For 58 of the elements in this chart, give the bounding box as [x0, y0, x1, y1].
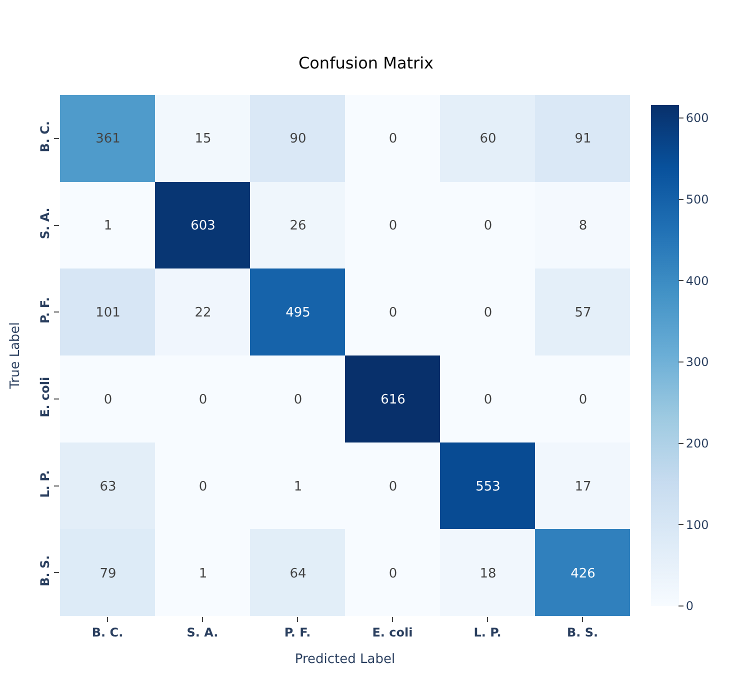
x-axis-title: Predicted Label	[294, 652, 396, 667]
color-bar-label: 200	[686, 436, 709, 451]
color-bar-label: 400	[686, 274, 709, 288]
data-label: 17	[574, 480, 592, 495]
data-label: 0	[104, 392, 112, 408]
data-label: 361	[96, 132, 120, 147]
x-tick-label: B. C.	[92, 625, 124, 640]
data-label: 22	[194, 306, 212, 321]
x-tick-label: B. S.	[566, 625, 598, 640]
data-label: 1	[198, 566, 208, 582]
data-label: 0	[388, 566, 398, 582]
data-label: 0	[388, 132, 398, 147]
data-label: 0	[484, 218, 492, 234]
data-label: 616	[380, 392, 406, 408]
data-label: 64	[290, 566, 306, 582]
data-label: 0	[294, 392, 302, 408]
data-label: 0	[388, 306, 398, 321]
data-label: 90	[290, 132, 306, 147]
data-label: 1	[294, 480, 302, 495]
color-bar-label: 500	[686, 192, 709, 207]
x-tick-label: S. A.	[186, 625, 218, 640]
data-label: 91	[574, 132, 592, 147]
y-tick-label: B. C.	[38, 120, 52, 152]
data-label: 26	[290, 218, 306, 234]
y-tick-label: B. S.	[38, 555, 52, 586]
data-label: 0	[388, 480, 398, 495]
color-bar-label: 300	[686, 355, 709, 370]
data-label: 0	[198, 392, 208, 408]
data-label: 63	[100, 480, 116, 495]
color-bar-label: 600	[686, 111, 709, 126]
data-label: 426	[570, 566, 596, 582]
data-label: 8	[578, 218, 588, 234]
data-label: 495	[286, 306, 310, 321]
color-bar-label: 0	[686, 599, 694, 614]
data-label: 0	[484, 392, 492, 408]
data-label: 15	[194, 132, 212, 147]
x-tick-label: E. coli	[372, 625, 413, 640]
color-bar-label: 100	[686, 518, 709, 532]
y-tick-label: S. A.	[38, 208, 52, 240]
y-tick-label: L. P.	[38, 470, 52, 498]
data-label: 0	[484, 306, 492, 321]
y-tick-label: E. coli	[38, 376, 52, 418]
y-tick-label: P. F.	[38, 297, 52, 324]
chart-title: Confusion Matrix	[298, 54, 434, 73]
x-tick-label: P. F.	[284, 625, 311, 640]
data-label: 79	[100, 566, 116, 582]
x-tick-label: L. P.	[474, 625, 502, 640]
data-label: 0	[388, 218, 398, 234]
y-axis-title: True Label	[8, 322, 24, 390]
data-label: 0	[578, 392, 588, 408]
data-label: 603	[190, 218, 216, 234]
data-label: 57	[574, 306, 592, 321]
data-label: 553	[476, 480, 500, 495]
data-label: 60	[480, 132, 496, 147]
data-label: 0	[198, 480, 208, 495]
data-label: 101	[96, 306, 120, 321]
data-label: 1	[104, 218, 112, 234]
data-label: 18	[480, 566, 496, 582]
